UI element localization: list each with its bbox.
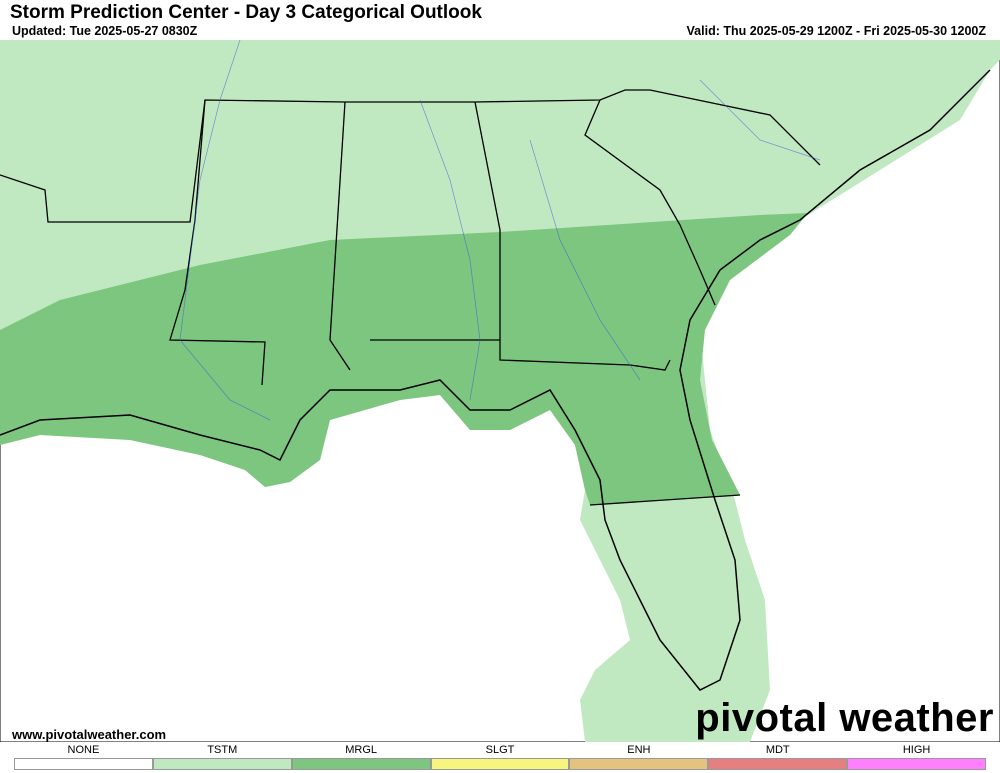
legend-swatch [708,758,848,770]
legend-item: NONE [14,743,153,771]
legend-label: HIGH [902,744,931,756]
map [0,40,1000,742]
legend-swatch [14,758,153,770]
updated-time: Updated: Tue 2025-05-27 0830Z [12,24,198,38]
legend-item: TSTM [152,743,292,771]
legend-label: ENH [627,744,651,756]
legend-label: TSTM [207,744,238,756]
legend-item: MRGL [291,743,431,771]
legend-swatch [430,758,570,770]
legend-label: NONE [67,744,100,756]
rivers [179,40,821,421]
legend-swatch [152,758,292,770]
state-borders [0,89,821,506]
legend: NONE TSTM MRGL SLGT ENH MDT HIGH [14,743,987,771]
mrgl-area [0,213,808,505]
valid-time: Valid: Thu 2025-05-29 1200Z - Fri 2025-0… [686,24,986,38]
legend-swatch [569,758,709,770]
legend-item: SLGT [430,743,570,771]
coastline [0,69,991,691]
title: Storm Prediction Center - Day 3 Categori… [10,2,482,23]
legend-item: MDT [708,743,848,771]
legend-label: MRGL [345,744,378,756]
legend-swatch [847,758,987,770]
legend-item: ENH [569,743,709,771]
legend-item: HIGH [847,743,987,771]
brand-logo: pivotal weather [695,696,994,740]
legend-swatch [291,758,431,770]
website: www.pivotalweather.com [12,727,167,742]
legend-label: SLGT [485,744,515,756]
legend-label: MDT [765,744,790,756]
